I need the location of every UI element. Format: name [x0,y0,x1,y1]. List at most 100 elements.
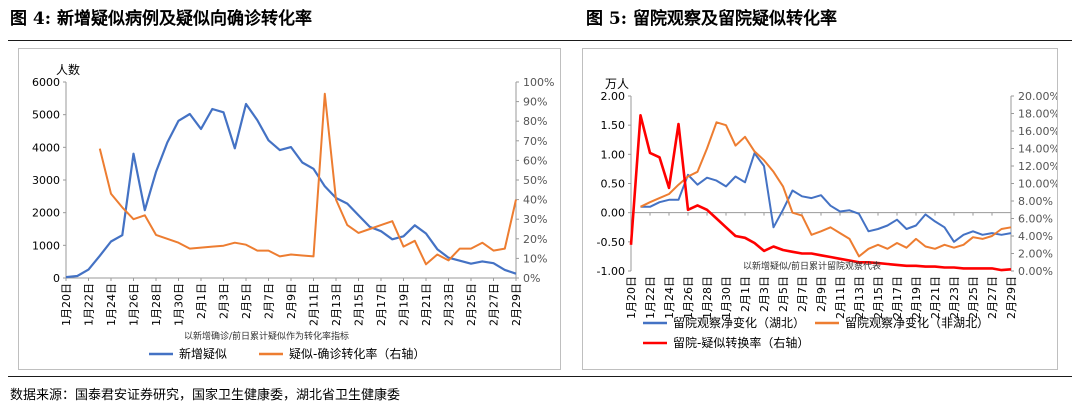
x-tick-label: 2月13日 [330,283,343,326]
y-axis-unit-label: 万人 [605,77,629,91]
left-y-tick-label: 1.50 [601,119,626,132]
x-tick-label: 2月11日 [308,283,321,326]
x-tick-label: 2月15日 [353,283,366,326]
x-tick-label: 1月30日 [720,276,733,319]
figure-4-title: 图 4: 新增疑似病例及疑似向确诊转化率 [10,9,312,29]
y-axis-unit-label: 人数 [56,62,80,77]
x-tick-label: 1月28日 [150,283,163,326]
x-tick-label: 1月20日 [60,283,73,326]
top-divider [8,40,1072,41]
right-y-tick-label: 2.00% [1018,248,1053,261]
left-y-tick-label: 0.50 [601,178,626,191]
chart-panel-figure-4: 人数 0 1000 2000 3000 4000 5000 6000 0% 10% 20% 30% 40… [18,48,561,370]
x-tick-label: 1月22日 [83,283,96,326]
right-y-tick-label: 14.00% [1018,143,1057,156]
left-y-tick-label: 0 [53,272,60,285]
x-tick-label: 2月19日 [398,283,411,326]
left-y-tick-label: 3000 [32,174,60,187]
chart-panel-figure-5: 万人 -1.00 -0.50 0.00 0.50 1.00 1.50 2.00 0.00% 2.0… [582,48,1060,370]
x-tick-label: 2月19日 [910,276,923,319]
left-y-tick-label: -1.00 [597,265,625,278]
x-tick-label: 2月25日 [465,283,478,326]
right-y-tick-label: 80% [523,115,547,128]
chart-note: 以新增疑似/前日累计留院观察代表 [743,260,881,272]
right-y-tick-label: 6.00% [1018,213,1053,226]
chart-note: 以新增确诊/前日累计疑似作为转化率指标 [184,330,349,342]
x-tick-label: 2月5日 [240,283,253,319]
legend-label-1: 留院观察净变化（湖北） [673,315,805,330]
x-tick-label: 1月20日 [625,276,638,319]
figure-4-chart: 人数 0 1000 2000 3000 4000 5000 6000 0% 10% 20% 30% 40… [32,62,554,361]
x-tick-label: 1月28日 [701,276,714,319]
legend-label-2: 留院观察净变化（非湖北） [845,315,989,330]
right-y-tick-label: 8.00% [1018,195,1053,208]
left-y-tick-label: 2000 [32,207,60,220]
figure-5-title: 图 5: 留院观察及留院疑似转化率 [586,9,837,29]
x-tick-label: 2月23日 [443,283,456,326]
right-y-tick-label: 16.00% [1018,125,1057,138]
legend-label-1: 新增疑似 [179,346,227,361]
left-y-tick-label: 0.00 [601,207,626,220]
left-y-tick-label: 6000 [32,76,60,89]
series-line-2 [98,92,517,266]
x-tick-label: 2月9日 [815,276,828,312]
x-tick-label: 1月24日 [663,276,676,319]
series-line-3 [629,114,1012,272]
right-y-tick-label: 0.00% [1018,265,1053,278]
x-tick-label: 2月13日 [853,276,866,319]
x-tick-label: 2月9日 [285,283,298,319]
right-y-tick-label: 10.00% [1018,178,1057,191]
right-y-tick-label: 100% [523,76,554,89]
right-y-tick-label: 12.00% [1018,160,1057,173]
x-tick-label: 1月26日 [682,276,695,319]
figure-5-chart: 万人 -1.00 -0.50 0.00 0.50 1.00 1.50 2.00 0.00% 2.0… [597,77,1060,350]
x-tick-label: 2月7日 [263,283,276,319]
legend-label-2: 疑似-确诊转化率（右轴） [289,346,425,361]
right-y-tick-label: 70% [523,135,547,148]
right-y-tick-label: 20.00% [1018,90,1057,103]
x-tick-label: 2月7日 [796,276,809,312]
x-tick-label: 2月25日 [967,276,980,319]
x-tick-label: 2月27日 [986,276,999,319]
right-y-tick-label: 18.00% [1018,108,1057,121]
series-line-2 [640,121,1012,258]
left-y-tick-label: 5000 [32,109,60,122]
x-tick-label: 2月29日 [1005,276,1018,319]
x-tick-label: 2月3日 [218,283,231,319]
series-line-1 [65,102,517,279]
x-tick-label: 2月29日 [510,283,523,326]
right-y-tick-label: 50% [523,174,547,187]
right-y-tick-label: 60% [523,154,547,167]
x-tick-label: 2月21日 [420,283,433,326]
x-tick-label: 2月17日 [891,276,904,319]
right-y-tick-label: 90% [523,96,547,109]
bottom-divider [8,376,1072,377]
legend-label-3: 留院-疑似转换率（右轴） [673,335,809,350]
right-y-tick-label: 20% [523,233,547,246]
x-tick-label: 2月3日 [758,276,771,312]
right-y-tick-label: 10% [523,252,547,265]
x-tick-label: 2月1日 [195,283,208,319]
x-tick-label: 2月1日 [739,276,752,312]
right-y-tick-label: 30% [523,213,547,226]
x-tick-label: 2月15日 [872,276,885,319]
x-tick-label: 2月27日 [488,283,501,326]
left-y-tick-label: -0.50 [597,236,625,249]
right-y-tick-label: 0% [523,272,540,285]
x-tick-label: 2月5日 [777,276,790,312]
x-tick-label: 2月23日 [948,276,961,319]
x-tick-label: 2月11日 [834,276,847,319]
right-y-tick-label: 40% [523,194,547,207]
x-tick-label: 1月24日 [105,283,118,326]
data-source: 数据来源：国泰君安证券研究，国家卫生健康委，湖北省卫生健康委 [10,388,401,403]
x-tick-label: 1月26日 [128,283,141,326]
x-tick-label: 1月22日 [644,276,657,319]
left-y-tick-label: 4000 [32,141,60,154]
right-y-tick-label: 4.00% [1018,230,1053,243]
x-tick-label: 2月17日 [375,283,388,326]
left-y-tick-label: 2.00 [601,90,626,103]
series-line-1 [640,152,1012,243]
x-tick-label: 2月21日 [929,276,942,319]
left-y-tick-label: 1.00 [601,148,626,161]
left-y-tick-label: 1000 [32,239,60,252]
